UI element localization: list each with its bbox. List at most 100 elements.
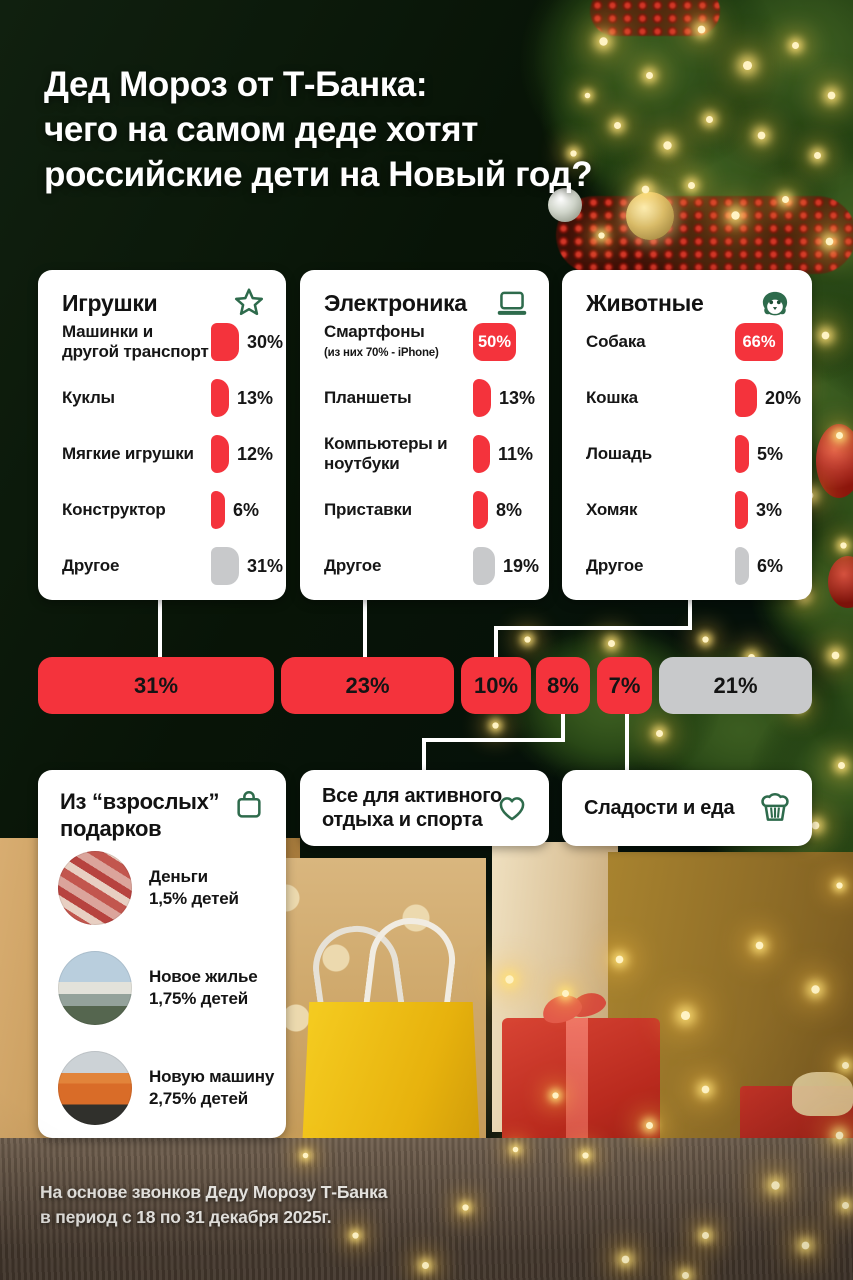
string-light	[562, 990, 569, 997]
red-ornament-right	[816, 424, 853, 498]
string-light	[302, 1152, 309, 1159]
string-light	[792, 42, 799, 49]
chart-row-bar-value: 50%	[477, 332, 512, 351]
footer-line-2: в период с 18 по 31 декабря 2025г.	[40, 1207, 332, 1227]
string-light	[352, 1232, 359, 1239]
share-pill: 23%	[281, 657, 454, 714]
chart-row: Мягкие игрушки 12%	[38, 426, 286, 482]
string-light	[706, 116, 713, 123]
laptop-icon	[493, 285, 531, 323]
string-light	[814, 152, 821, 159]
adult-gift-item: Новую машину 2,75% детей	[58, 1051, 276, 1125]
card-animals-rows: Собака 66% Кошка 20% Лошадь 5% Хомяк 3% …	[562, 314, 812, 594]
gold-ornament	[626, 192, 674, 240]
string-light	[811, 821, 820, 830]
card-active-sport: Все для активного отдыха и спорта	[300, 770, 549, 846]
string-light	[702, 1232, 709, 1239]
gift-box-red2-label	[792, 1072, 853, 1116]
chart-row-label: Собака	[586, 332, 646, 351]
string-light	[731, 211, 740, 220]
red-tinsel-top	[590, 0, 720, 36]
string-light	[584, 92, 591, 99]
string-light	[422, 1262, 429, 1269]
string-light	[838, 762, 845, 769]
chart-row-bar-value: 66%	[742, 332, 776, 351]
chart-row: Приставки 8%	[300, 482, 549, 538]
car-photo	[58, 1051, 132, 1125]
string-light	[656, 730, 663, 737]
house-photo	[58, 951, 132, 1025]
chart-row-value: 8%	[496, 499, 523, 520]
card-electronics: Электроника Смартфоны (из них 70% - iPhon…	[300, 270, 549, 600]
share-pill: 10%	[461, 657, 531, 714]
string-light	[505, 975, 514, 984]
chart-row: Другое 31%	[38, 538, 286, 594]
string-light	[742, 60, 753, 71]
chart-row-label: Другое	[324, 556, 382, 575]
chart-row-label: Куклы	[62, 388, 115, 407]
chart-row-value: 31%	[247, 555, 284, 576]
string-light	[825, 237, 834, 246]
chart-row: Собака 66%	[562, 314, 812, 370]
string-light	[682, 1272, 689, 1279]
dog-icon	[756, 285, 794, 323]
string-light	[842, 1202, 849, 1209]
string-light	[462, 1204, 469, 1211]
chart-row-label: Кошка	[586, 388, 638, 407]
gift-item-text: Деньги 1,5% детей	[149, 866, 239, 910]
chart-row-bar: 50%	[473, 323, 516, 361]
gift-item-share: 2,75% детей	[149, 1089, 248, 1108]
chart-row-value: 6%	[757, 555, 784, 576]
string-light	[827, 91, 836, 100]
chart-row-label: Планшеты	[324, 388, 412, 407]
chart-row: Компьютеры и ноутбуки 11%	[300, 426, 549, 482]
chart-row-bar	[735, 547, 749, 585]
string-light	[524, 636, 531, 643]
chart-row: Лошадь 5%	[562, 426, 812, 482]
gift-item-text: Новое жилье 1,75% детей	[149, 966, 258, 1010]
share-pill: 31%	[38, 657, 274, 714]
heart-icon	[493, 789, 531, 827]
chart-row-bar	[473, 491, 488, 529]
share-pill: 21%	[659, 657, 812, 714]
string-light	[836, 882, 843, 889]
connector-7-to-sweets-card	[625, 712, 629, 772]
chart-row-bar	[211, 435, 229, 473]
adult-gift-item: Деньги 1,5% детей	[58, 851, 276, 925]
chart-row-label: Другое	[586, 556, 644, 575]
string-light	[782, 196, 789, 203]
string-light	[552, 1092, 559, 1099]
chart-row: Куклы 13%	[38, 370, 286, 426]
string-light	[492, 722, 499, 729]
string-light	[842, 1062, 849, 1069]
chart-row-bar	[211, 379, 229, 417]
chart-row-bar	[473, 547, 495, 585]
chart-row-label: Конструктор	[62, 500, 166, 519]
chart-row-label: Компьютеры и ноутбуки	[324, 434, 448, 473]
string-light	[836, 432, 843, 439]
star-icon	[230, 285, 268, 323]
chart-row: Хомяк 3%	[562, 482, 812, 538]
chart-row-sublabel: (из них 70% - iPhone)	[324, 346, 439, 359]
connector-electronics-to-23	[363, 600, 367, 658]
chart-row-bar	[735, 491, 748, 529]
string-light	[801, 1241, 810, 1250]
string-light	[757, 131, 766, 140]
card-sweets-title: Сладости и еда	[584, 797, 735, 819]
card-electronics-title: Электроника	[324, 290, 467, 316]
string-light	[570, 150, 577, 157]
card-adult-gifts: Из “взрослых” подарков Деньги 1,5% детей…	[38, 770, 286, 1138]
chart-row-bar	[211, 547, 239, 585]
chart-row-label: Машинки и другой транспорт	[62, 322, 209, 361]
connector-8-to-sport-card	[422, 738, 426, 772]
string-light	[646, 72, 653, 79]
adult-gift-item: Новое жилье 1,75% детей	[58, 951, 276, 1025]
card-animals-title: Животные	[586, 290, 704, 316]
string-light	[771, 1181, 780, 1190]
string-light	[688, 182, 695, 189]
connector-animals-horizontal	[494, 626, 692, 630]
string-light	[599, 37, 608, 46]
card-toys-rows: Машинки и другой транспорт 30% Куклы 13%…	[38, 314, 286, 594]
title-line-2: чего на самом деде хотят	[44, 110, 478, 149]
